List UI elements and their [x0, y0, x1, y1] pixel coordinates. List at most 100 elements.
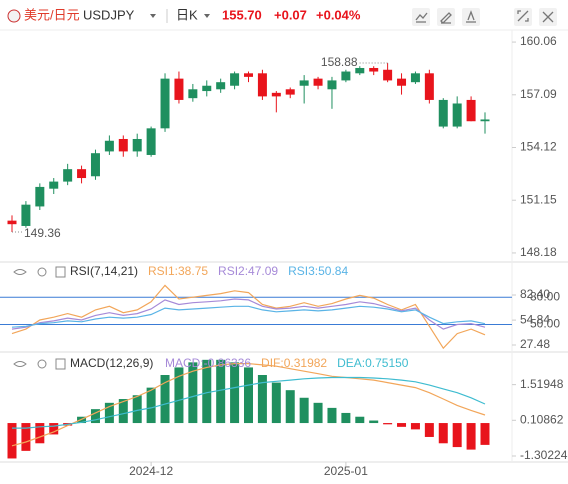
- histogram-bar: [202, 359, 212, 424]
- x-tick-label: 2025-01: [324, 464, 368, 478]
- legend-entry: RSI1:38.75: [148, 264, 208, 278]
- legend-entry: DIF:0.31982: [261, 356, 327, 370]
- y-tick-label: 1.51948: [520, 377, 564, 391]
- candle-body: [146, 128, 156, 155]
- y-tick-label: 27.48: [520, 337, 550, 351]
- candle-body: [383, 69, 393, 81]
- icon: [542, 11, 554, 23]
- candle-body: [313, 78, 323, 86]
- icon: [517, 10, 529, 22]
- candle-body: [452, 103, 462, 127]
- icon: [415, 12, 428, 23]
- candle-body: [49, 181, 59, 189]
- legend-entry: MACD:-0.86336: [165, 356, 251, 370]
- histogram-bar: [7, 423, 17, 459]
- histogram-bar: [174, 367, 184, 424]
- y-tick-label: 160.06: [520, 34, 557, 48]
- candle-body: [466, 99, 476, 122]
- candle-body: [230, 73, 240, 86]
- x-tick-label: 2024-12: [129, 464, 173, 478]
- histogram-bar: [90, 409, 100, 424]
- candle-body: [299, 80, 309, 86]
- tool-button[interactable]: [514, 8, 532, 26]
- candle-body: [90, 153, 100, 177]
- histogram-bar: [341, 412, 351, 424]
- histogram-bar: [285, 390, 295, 424]
- histogram-bar: [188, 362, 198, 424]
- candle-body: [355, 67, 365, 74]
- candle-body: [118, 138, 128, 152]
- candle-body: [271, 92, 281, 97]
- series-line: [12, 376, 486, 429]
- series-line: [11, 305, 486, 328]
- histogram-bar: [21, 423, 31, 451]
- reference-label: 80.00: [530, 289, 560, 303]
- candle-body: [188, 89, 198, 99]
- histogram-bar: [410, 423, 420, 430]
- y-tick-label: 54.84: [520, 312, 550, 326]
- flag-icon: [7, 9, 21, 23]
- gear-icon[interactable]: [37, 359, 47, 369]
- histogram-bar: [132, 395, 142, 424]
- panel-title: RSI(7,14,21): [70, 264, 138, 278]
- histogram-bar: [257, 375, 267, 424]
- histogram-bar: [327, 407, 337, 424]
- histogram-bar: [35, 423, 45, 444]
- histogram-bar: [355, 416, 365, 424]
- candle-body: [216, 82, 226, 90]
- histogram-bar: [466, 423, 476, 450]
- y-tick-label: 148.18: [520, 245, 557, 259]
- candle-body: [160, 78, 170, 129]
- histogram-bar: [118, 399, 128, 424]
- lock-icon[interactable]: [55, 358, 66, 370]
- histogram-bar: [230, 362, 240, 424]
- histogram-bar: [104, 402, 114, 424]
- histogram-bar: [244, 367, 253, 424]
- histogram-bar: [397, 423, 407, 427]
- period[interactable]: 日K: [176, 7, 198, 22]
- candle-body: [369, 67, 379, 72]
- histogram-bar: [271, 382, 281, 424]
- dropdown-icon[interactable]: [204, 14, 210, 18]
- y-tick-label: 82.40: [520, 287, 550, 301]
- tool-button[interactable]: [412, 8, 430, 26]
- series-line: [11, 363, 486, 447]
- candle-body: [397, 78, 407, 86]
- candle-body: [21, 204, 31, 226]
- candle-body: [410, 73, 420, 83]
- icon: [466, 10, 476, 23]
- symbol[interactable]: USDJPY: [83, 7, 135, 22]
- candle-body: [174, 78, 184, 100]
- candle-body: [285, 89, 295, 95]
- eye-icon[interactable]: [13, 269, 27, 275]
- lock-icon[interactable]: [55, 266, 66, 278]
- eye-icon[interactable]: [13, 361, 27, 367]
- histogram-bar: [299, 397, 309, 424]
- y-tick-label: 157.09: [520, 87, 557, 101]
- histogram-bar: [369, 420, 379, 424]
- legend-entry: RSI3:50.84: [288, 264, 348, 278]
- candle-body: [480, 119, 490, 122]
- legend-entry: RSI2:47.09: [218, 264, 278, 278]
- gear-icon[interactable]: [37, 267, 47, 277]
- series-line: [11, 298, 486, 330]
- candle-body: [202, 85, 212, 92]
- histogram-bar: [49, 423, 59, 435]
- histogram-bar: [216, 359, 226, 424]
- panel-title: MACD(12,26,9): [70, 356, 153, 370]
- candle-body: [7, 220, 17, 225]
- candle-body: [35, 186, 45, 207]
- dropdown-icon[interactable]: [150, 14, 156, 18]
- candle-body: [104, 140, 114, 152]
- histogram-bar: [313, 402, 323, 424]
- histogram-bar: [383, 423, 393, 425]
- histogram-bar: [480, 423, 490, 445]
- candle-body: [244, 73, 253, 77]
- max-annotation: 158.88: [321, 55, 358, 69]
- histogram-bar: [160, 375, 170, 424]
- pair-name: 美元/日元: [24, 7, 80, 22]
- candle-body: [257, 73, 267, 97]
- histogram-bar: [438, 423, 448, 444]
